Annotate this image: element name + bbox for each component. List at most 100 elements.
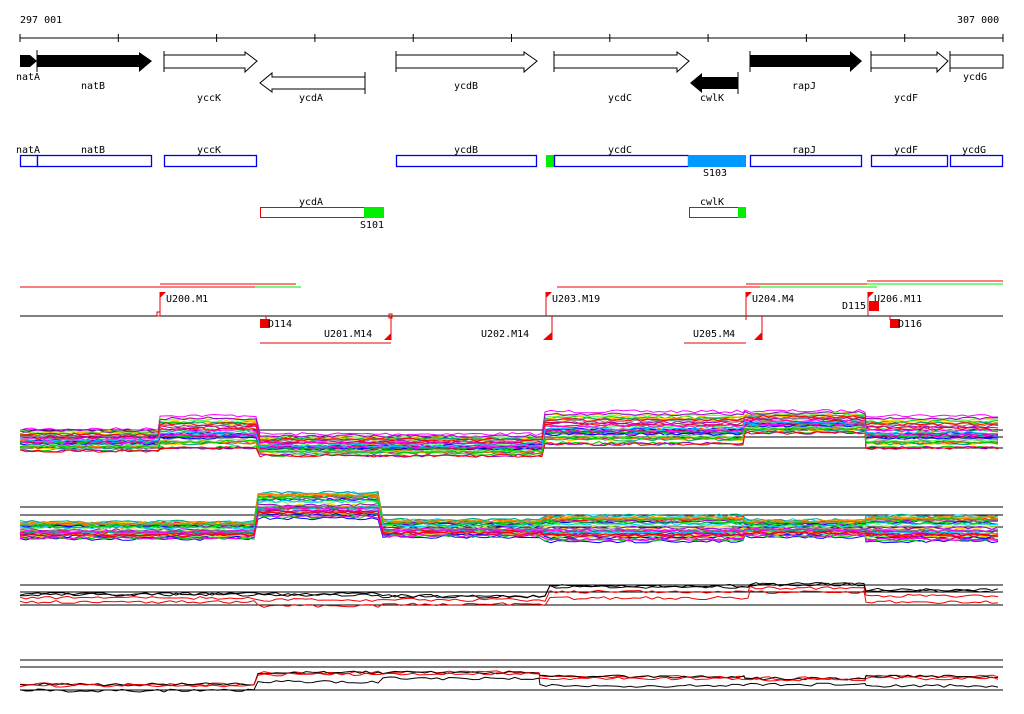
site-D114[interactable]: D114 — [260, 316, 292, 330]
expression-profile-line — [19, 430, 999, 458]
expression-profile-line — [19, 505, 999, 534]
up-marker-U204.M4[interactable]: U204.M4 — [745, 292, 794, 320]
down-marker-U201.M14[interactable]: U201.M14 — [324, 313, 393, 340]
marker-label: U201.M14 — [324, 329, 372, 340]
down-marker-U202.M14[interactable]: U202.M14 — [481, 316, 553, 340]
up-marker-U203.M19[interactable]: U203.M19 — [545, 292, 600, 316]
gene-arrow-cwlK[interactable] — [690, 73, 738, 93]
expression-profile-line — [19, 421, 999, 449]
feature-box-cwlK[interactable] — [689, 207, 739, 218]
gene-arrow-natA[interactable] — [20, 55, 37, 67]
ruler-end-label: 307 000 — [957, 15, 999, 26]
marker-label: U206.M11 — [874, 294, 922, 305]
feature-box-ycdA[interactable] — [260, 207, 365, 218]
feature-box-ycdG[interactable] — [949, 154, 1004, 168]
site-D116[interactable]: D116 — [889, 316, 922, 330]
coordinate-ruler: 297 001 307 000 — [19, 15, 1004, 42]
site-label: D115 — [842, 301, 866, 312]
gene-label-rapJ: rapJ — [792, 81, 816, 92]
feature-label-ycdB: ycdB — [454, 145, 478, 156]
feature-label-natA: natA — [16, 145, 40, 156]
gene-label-yccK: yccK — [197, 93, 221, 104]
up-marker-U200.M1[interactable]: U200.M1 — [156, 292, 208, 317]
site-label: D114 — [268, 319, 292, 330]
gene-arrow-ycdF[interactable] — [870, 50, 949, 74]
expression-profile-line — [19, 426, 999, 454]
feature-box-yccK[interactable] — [163, 154, 258, 168]
minus-feature-track: ycdA cwlK S101 — [260, 197, 746, 231]
gene-arrow-ycdA[interactable] — [259, 71, 366, 93]
marker-label: U203.M19 — [552, 294, 600, 305]
ruler-start-label: 297 001 — [20, 15, 62, 26]
expression-profile-line — [19, 499, 999, 530]
feature-label-ycdA: ycdA — [299, 197, 323, 208]
gene-arrow-ycdG[interactable] — [949, 54, 1004, 69]
feature-label-ycdF: ycdF — [894, 145, 918, 156]
feature-box-ycdB[interactable] — [395, 154, 538, 168]
expression-profile-line — [19, 427, 999, 455]
expression-profile-line — [19, 409, 998, 437]
gene-arrow-ycdB[interactable] — [395, 51, 538, 74]
feature-label-cwlK: cwlK — [700, 197, 724, 208]
gene-label-natB: natB — [81, 81, 105, 92]
segment-label-S103: S103 — [703, 168, 727, 179]
feature-label-yccK: yccK — [197, 145, 221, 156]
expression-profile-line — [19, 516, 999, 544]
feature-box-rapJ[interactable] — [749, 154, 863, 168]
feature-box-ycdC[interactable] — [553, 154, 690, 168]
expression-profile-line — [19, 497, 999, 529]
marker-label: U200.M1 — [166, 294, 208, 305]
feature-box-natB[interactable] — [36, 154, 153, 168]
expression-profile-line — [19, 426, 999, 454]
expression-profile-line — [19, 670, 999, 687]
marker-label: U205.M4 — [693, 329, 735, 340]
segment-label-S101: S101 — [360, 220, 384, 231]
gene-arrow-ycdC[interactable] — [553, 51, 690, 74]
feature-segment-S103[interactable] — [688, 155, 746, 167]
feature-label-ycdG: ycdG — [962, 145, 986, 156]
expression-profile-line — [19, 514, 999, 542]
expression-profile-line — [19, 493, 999, 526]
expression-profile-line — [19, 502, 999, 532]
marker-label: U204.M4 — [752, 294, 794, 305]
transcript-marker-track: U200.M1 U203.M19 U204.M4 U206.M11 U201.M… — [20, 280, 1003, 344]
expression-profile-line — [19, 510, 999, 538]
expression-profile-line — [19, 676, 999, 693]
site-label: D116 — [898, 319, 922, 330]
gene-label-ycdC: ycdC — [608, 93, 632, 104]
expression-profile-line — [19, 585, 999, 602]
feature-segment-green — [738, 207, 746, 218]
plus-feature-track — [19, 154, 1004, 168]
down-marker-U205.M4[interactable]: U205.M4 — [693, 316, 763, 340]
gene-label-ycdG: ycdG — [963, 72, 987, 83]
expression-profile-line — [19, 494, 999, 527]
expression-profile-line — [19, 414, 999, 442]
feature-segment-green — [546, 155, 554, 167]
expression-profile-line — [19, 582, 999, 599]
feature-label-ycdC: ycdC — [608, 145, 632, 156]
expression-profile-line — [19, 492, 999, 526]
feature-label-natB: natB — [81, 145, 105, 156]
gene-label-ycdB: ycdB — [454, 81, 478, 92]
feature-box-ycdF[interactable] — [870, 154, 949, 168]
feature-label-rapJ: rapJ — [792, 145, 816, 156]
feature-box-natA[interactable] — [19, 154, 39, 168]
gene-label-natA: natA — [16, 72, 40, 83]
expression-profiles — [19, 409, 1003, 693]
gene-arrow-yccK[interactable] — [163, 51, 258, 74]
feature-segment-S101[interactable] — [364, 207, 384, 218]
expression-profile-line — [19, 422, 999, 450]
expression-profile-line — [19, 410, 999, 438]
gene-label-ycdA: ycdA — [299, 93, 323, 104]
gene-label-ycdF: ycdF — [894, 93, 918, 104]
gene-track: natA natB yccK ycdA ycdB ycdC cwlK rapJ … — [16, 50, 1004, 104]
site-D115[interactable]: D115 — [842, 301, 879, 312]
marker-label: U202.M14 — [481, 329, 529, 340]
expression-profile-line — [19, 590, 999, 608]
gene-arrow-natB[interactable] — [37, 52, 152, 72]
gene-arrow-rapJ[interactable] — [750, 51, 862, 72]
gene-label-cwlK: cwlK — [700, 93, 724, 104]
up-marker-U206.M11[interactable]: U206.M11 — [867, 292, 922, 316]
expression-profile-line — [19, 420, 999, 448]
